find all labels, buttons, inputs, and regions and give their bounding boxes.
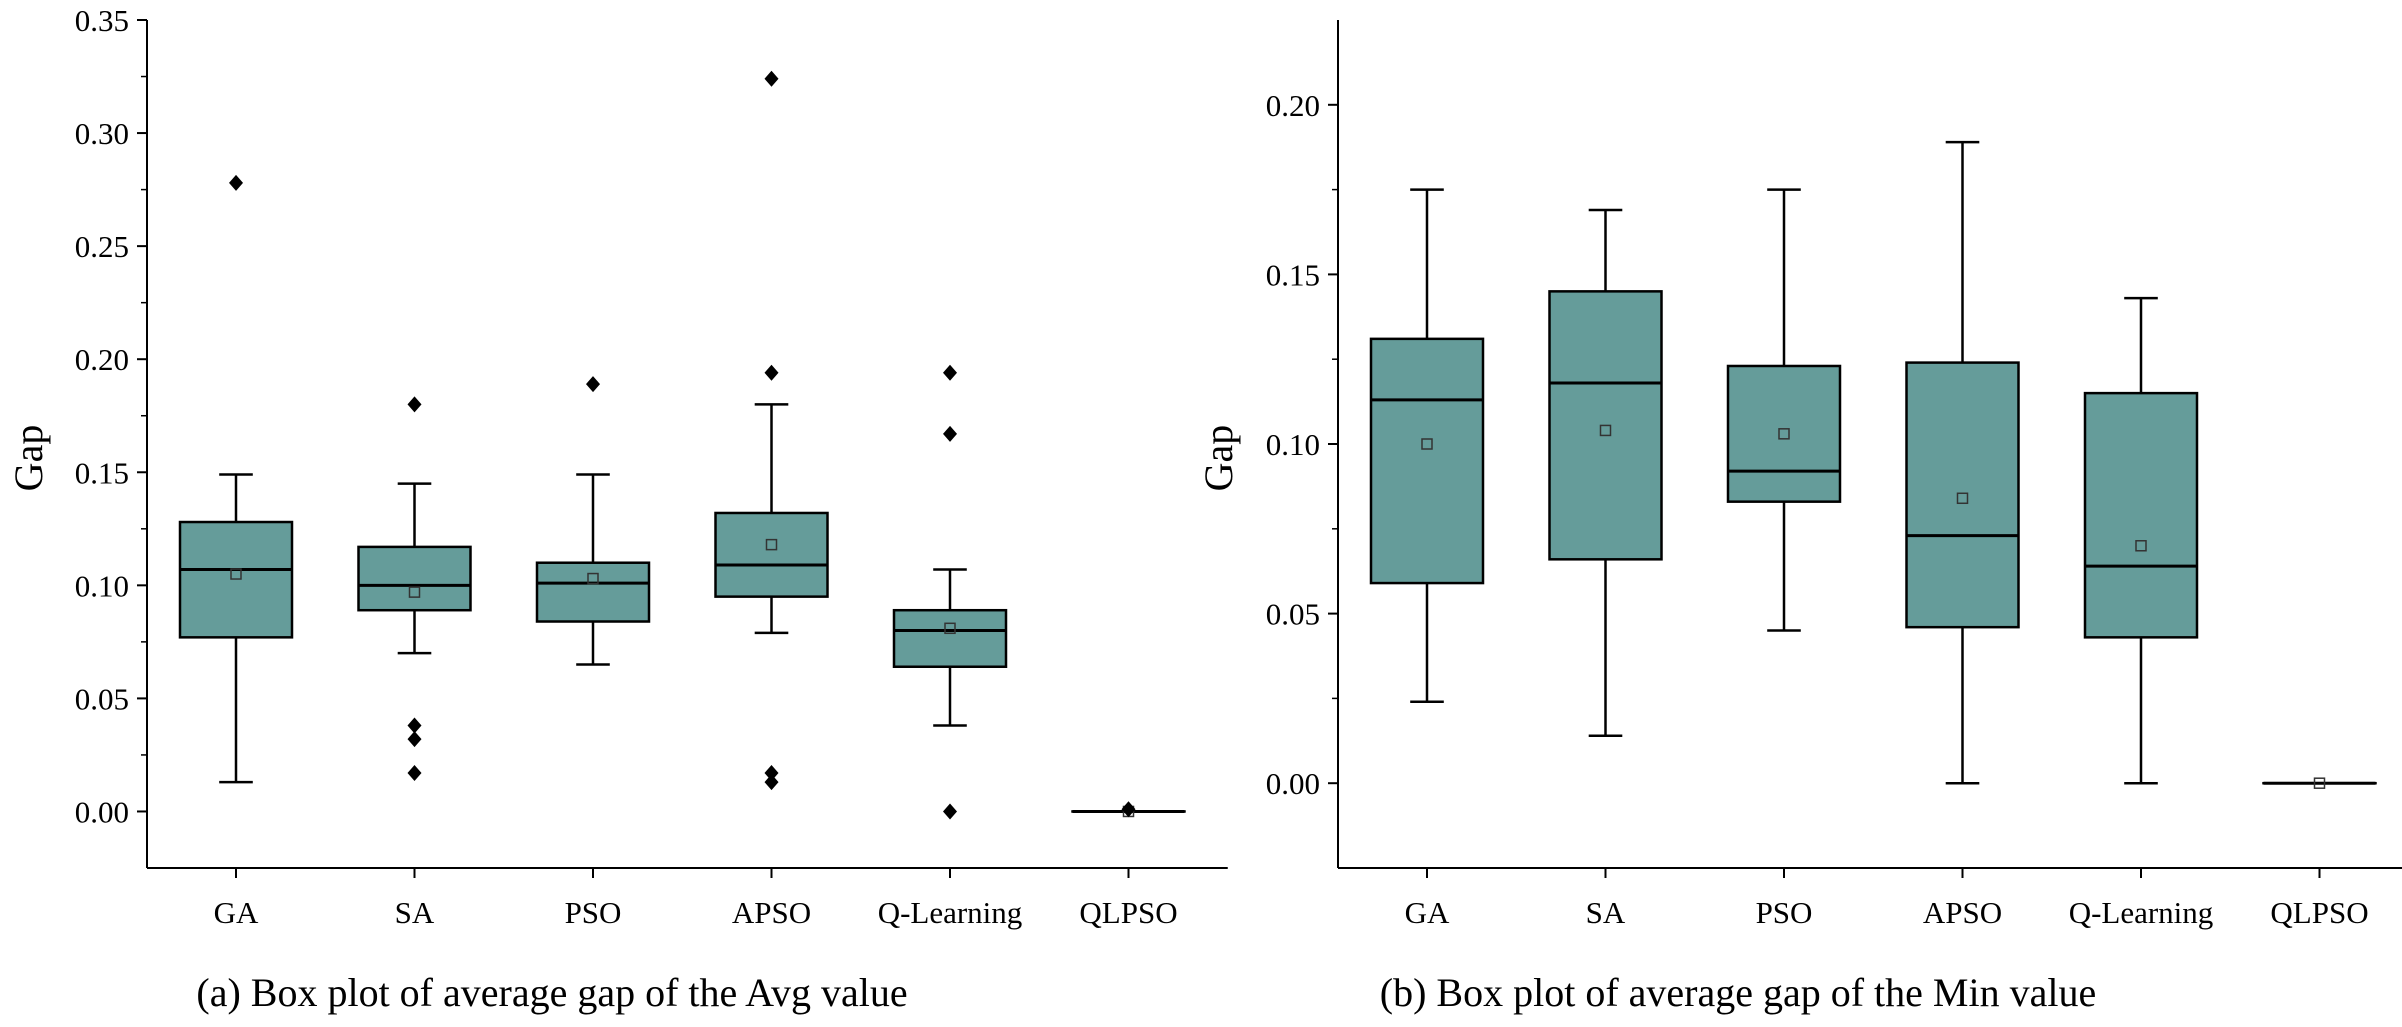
x-tick-label: PSO	[565, 895, 622, 930]
x-tick-label: GA	[1405, 895, 1450, 930]
box-iqr	[535, 561, 651, 623]
mean-marker	[1778, 428, 1790, 440]
mean-marker	[408, 586, 421, 598]
mean-marker	[944, 622, 956, 635]
panel-caption: (b) Box plot of average gap of the Min v…	[1380, 970, 2096, 1015]
y-axis-label: Gap	[1196, 425, 1241, 492]
y-tick-label: 0.25	[75, 229, 129, 264]
outlier-point	[229, 174, 243, 191]
box-iqr	[714, 511, 829, 598]
box-group-pso: PSO	[535, 376, 651, 930]
x-tick-label: SA	[1586, 895, 1626, 930]
y-tick-label: 0.20	[1266, 88, 1320, 123]
x-tick-label: PSO	[1756, 895, 1813, 930]
mean-marker	[2135, 540, 2147, 552]
box-group-qlpso: QLPSO	[2262, 777, 2377, 930]
mean-marker	[230, 568, 242, 580]
box-group-q-learning: Q-Learning	[878, 364, 1023, 930]
outlier-point	[1121, 801, 1136, 818]
mean-marker	[2313, 777, 2326, 789]
outlier-point	[407, 731, 422, 748]
box-group-apso: APSO	[1905, 140, 2020, 930]
mean-marker	[587, 572, 599, 585]
outlier-point	[943, 364, 957, 381]
box-iqr	[892, 608, 1008, 668]
y-tick-label: 0.30	[75, 116, 129, 151]
y-tick-label: 0.05	[75, 681, 129, 716]
x-tick-label: APSO	[732, 895, 811, 930]
y-tick-label: 0.00	[75, 794, 129, 829]
outlier-point	[764, 364, 779, 381]
box-iqr	[1369, 337, 1485, 585]
box-group-apso: APSO	[714, 70, 829, 930]
box-iqr	[1726, 364, 1842, 503]
mean-marker	[765, 538, 778, 551]
box-group-ga: GA	[178, 174, 294, 930]
outlier-point	[764, 774, 779, 791]
y-tick-label: 0.05	[1266, 597, 1320, 632]
y-tick-label: 0.35	[75, 3, 129, 38]
x-tick-label: Q-Learning	[878, 895, 1023, 930]
panel-a-avg-gap: 0.00 0.05 0.10 0.15 0.20 0.25 0.30 0.35 Gap (a) B…	[6, 3, 1228, 1015]
panel-caption: (a) Box plot of average gap of the Avg v…	[196, 970, 907, 1015]
box-iqr	[1905, 361, 2020, 629]
x-tick-label: SA	[395, 895, 435, 930]
outlier-point	[764, 70, 779, 87]
y-tick-label: 0.10	[1266, 427, 1320, 462]
outlier-point	[943, 425, 957, 442]
mean-marker	[1599, 424, 1612, 437]
outlier-point	[407, 396, 422, 413]
box-group-sa: SA	[357, 396, 472, 930]
y-tick-label: 0.10	[75, 568, 129, 603]
outlier-point	[407, 717, 422, 734]
x-tick-label: QLPSO	[2270, 895, 2368, 930]
box-iqr	[2083, 391, 2199, 639]
y-tick-label: 0.15	[1266, 257, 1320, 292]
outlier-point	[407, 765, 422, 782]
mean-marker	[1956, 492, 1969, 505]
box-group-pso: PSO	[1726, 188, 1842, 930]
x-tick-label: GA	[214, 895, 259, 930]
box-group-q-learning: Q-Learning	[2069, 296, 2214, 930]
x-tick-label: APSO	[1923, 895, 2002, 930]
x-tick-label: QLPSO	[1079, 895, 1177, 930]
y-tick-label: 0.15	[75, 455, 129, 490]
y-tick-label: 0.00	[1266, 766, 1320, 801]
panel-b-min-gap: 0.00 0.05 0.10 0.15 0.20 Gap (b) Box plot of a…	[1196, 20, 2402, 1015]
box-iqr	[357, 545, 472, 612]
y-axis-label: Gap	[6, 425, 51, 492]
outlier-point	[764, 765, 779, 782]
box-group-qlpso: QLPSO	[1071, 801, 1186, 930]
x-tick-label: Q-Learning	[2069, 895, 2214, 930]
mean-marker	[1421, 438, 1433, 450]
outlier-point	[586, 376, 600, 393]
y-tick-label: 0.20	[75, 342, 129, 377]
box-group-ga: GA	[1369, 188, 1485, 930]
outlier-point	[943, 803, 957, 820]
box-group-sa: SA	[1548, 208, 1663, 930]
